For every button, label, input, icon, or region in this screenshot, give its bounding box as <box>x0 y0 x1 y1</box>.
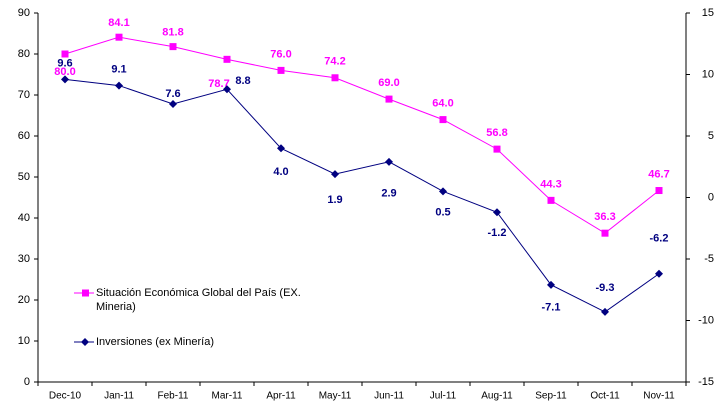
marker <box>169 100 177 109</box>
marker <box>601 229 609 237</box>
value-label: -9.3 <box>596 282 615 294</box>
marker <box>655 187 663 195</box>
x-tick-label: Jun-11 <box>374 391 404 402</box>
value-label: 4.0 <box>273 166 288 178</box>
x-tick-label: May-11 <box>319 391 352 402</box>
marker <box>493 145 501 153</box>
y2-tick-label: -15 <box>698 376 714 388</box>
value-label: 76.0 <box>270 48 291 60</box>
value-label: -6.2 <box>650 233 669 245</box>
marker <box>385 95 393 103</box>
legend-label: Situación Económica Global del País (EX.… <box>96 287 301 313</box>
marker <box>115 33 123 41</box>
x-tick-label: Mar-11 <box>212 391 243 402</box>
y2-tick-label: 5 <box>708 130 714 142</box>
marker <box>223 85 231 94</box>
marker <box>277 144 285 153</box>
marker <box>115 81 123 90</box>
value-label: 46.7 <box>648 168 669 180</box>
x-tick-label: Apr-11 <box>266 391 296 402</box>
value-label: 2.9 <box>381 188 396 200</box>
value-label: 69.0 <box>378 77 399 89</box>
value-label: 44.3 <box>540 178 561 190</box>
marker <box>601 307 609 316</box>
x-tick-label: Jan-11 <box>104 391 134 402</box>
value-label: 8.8 <box>235 75 250 87</box>
value-label: 84.1 <box>108 17 129 29</box>
y-tick-label: 80 <box>18 48 30 60</box>
x-tick-label: Sep-11 <box>535 391 567 402</box>
y-tick-label: 30 <box>18 253 30 265</box>
y2-tick-label: -10 <box>698 314 714 326</box>
value-label: 56.8 <box>486 127 507 139</box>
marker <box>331 74 339 82</box>
marker <box>223 55 231 63</box>
marker <box>61 50 69 58</box>
y-tick-label: 0 <box>24 376 30 388</box>
value-label: 80.0 <box>54 66 75 78</box>
marker <box>169 43 177 51</box>
series-line <box>64 36 660 234</box>
marker <box>61 75 69 84</box>
marker <box>331 170 339 179</box>
x-tick-label: Nov-11 <box>643 391 675 402</box>
marker <box>439 116 447 124</box>
value-label: 74.2 <box>324 56 345 68</box>
marker <box>277 66 285 74</box>
value-label: 9.6 <box>57 57 72 69</box>
x-tick-label: Dec-10 <box>49 391 82 402</box>
y2-tick-label: -5 <box>704 253 714 265</box>
legend-label: Inversiones (ex Minería) <box>96 336 214 348</box>
marker <box>655 269 663 278</box>
marker <box>547 280 555 289</box>
y-tick-label: 40 <box>18 212 30 224</box>
x-tick-label: Jul-11 <box>430 391 457 402</box>
value-label: 7.6 <box>165 88 180 100</box>
y-tick-label: 10 <box>18 335 30 347</box>
y2-tick-label: 0 <box>708 191 714 203</box>
y-tick-label: 20 <box>18 294 30 306</box>
value-label: 81.8 <box>162 27 183 39</box>
marker <box>547 196 555 204</box>
y-tick-label: 50 <box>18 171 30 183</box>
y-tick-label: 70 <box>18 89 30 101</box>
value-label: 9.1 <box>111 63 126 75</box>
value-label: 64.0 <box>432 98 453 110</box>
value-label: 36.3 <box>594 211 615 223</box>
y-tick-label: 90 <box>18 7 30 19</box>
value-label: 78.7 <box>208 78 229 90</box>
value-label: -1.2 <box>488 227 507 239</box>
y2-tick-label: 10 <box>702 68 714 80</box>
marker <box>439 187 447 196</box>
value-label: -7.1 <box>542 302 561 314</box>
marker <box>493 208 501 217</box>
x-tick-label: Aug-11 <box>481 391 513 402</box>
series-line <box>64 78 660 313</box>
value-label: 1.9 <box>327 194 342 206</box>
x-tick-label: Oct-11 <box>590 391 620 402</box>
y2-tick-label: 15 <box>702 7 714 19</box>
marker <box>385 157 393 166</box>
x-tick-label: Feb-11 <box>158 391 189 402</box>
value-label: 0.5 <box>435 206 450 218</box>
y-tick-label: 60 <box>18 130 30 142</box>
